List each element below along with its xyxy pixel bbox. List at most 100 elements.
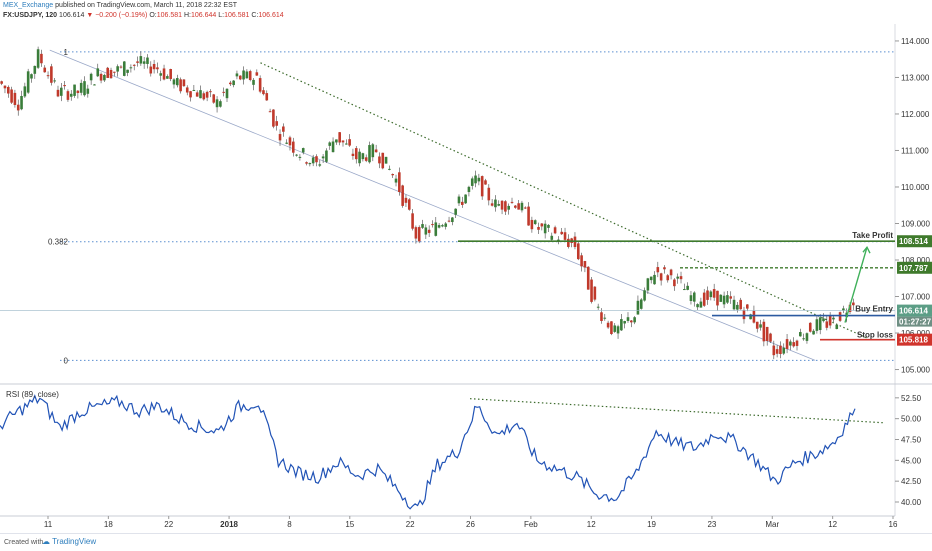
candle-body (537, 226, 540, 230)
candle-body (6, 86, 10, 94)
candle-body (116, 66, 119, 72)
countdown-bg (897, 316, 932, 327)
candle-body (328, 142, 332, 146)
candle-body (460, 201, 464, 205)
candle-body (507, 205, 510, 210)
candle-body (543, 223, 547, 234)
candle-body (563, 232, 567, 240)
candle-body (510, 201, 514, 203)
rsi-axis[interactable]: 52.50 50.00 47.50 45.00 42.50 40.00 (895, 394, 922, 507)
candle-body (603, 317, 607, 319)
candle-body (272, 109, 275, 127)
candle-body (649, 276, 653, 281)
candle-body (795, 340, 799, 346)
price-axis[interactable]: 114.000 113.000 112.000 111.000 110.000 109.0… (895, 37, 930, 375)
candle-body (381, 152, 385, 169)
candle-body (474, 175, 477, 184)
candle-body (185, 87, 189, 93)
candle-body (527, 206, 530, 226)
candle-body (663, 267, 666, 270)
time-tick-label: 19 (647, 520, 656, 529)
candle-body (567, 238, 570, 247)
rsi-tick-label: 45.00 (901, 456, 922, 465)
time-tick-label: 12 (828, 520, 837, 529)
candle-body (666, 275, 670, 281)
candle-body (301, 148, 305, 153)
price-tick-label: 112.000 (901, 110, 930, 119)
time-tick-label: 26 (466, 520, 475, 529)
candle-body (209, 91, 212, 93)
candle-body (23, 86, 27, 97)
candle-body (520, 202, 524, 211)
candle-body (583, 261, 587, 268)
candle-body (653, 274, 656, 285)
publisher-link[interactable]: MEX_Exchange (3, 2, 54, 9)
candle-body (616, 326, 620, 334)
tradingview-logo[interactable]: ☁ TradingView (42, 537, 96, 546)
candle-body (596, 306, 600, 308)
resistance-price-tag: 107.787 (899, 264, 928, 273)
fibonacci-group: 1 0.382 0 (48, 48, 895, 365)
candle-body (848, 304, 852, 312)
candle-body (13, 92, 17, 105)
candle-body (630, 320, 633, 323)
candle-body (504, 201, 507, 212)
candle-body (842, 308, 845, 311)
candle-body (325, 150, 328, 162)
candle-body (785, 339, 789, 349)
candle-body (212, 94, 216, 103)
time-axis[interactable]: 11 18 22 2018 8 15 22 26 Feb 12 19 23 Mar 12 16 (44, 516, 898, 529)
candle-body (195, 92, 199, 97)
candle-body (633, 317, 636, 323)
candle-body (40, 53, 43, 64)
candle-body (424, 227, 428, 235)
candle-body (351, 153, 355, 156)
current-price-tag: 106.614 (899, 307, 928, 316)
candle-body (576, 243, 580, 260)
candle-body (722, 295, 726, 305)
open-value: 106.581 (156, 12, 183, 19)
candle-body (291, 141, 295, 153)
candle-body (805, 333, 809, 341)
fib-level-label: 0 (64, 356, 69, 365)
candle-body (142, 61, 146, 64)
candle-body (308, 163, 312, 165)
candle-body (341, 140, 345, 143)
candle-body (775, 349, 779, 354)
candle-body (815, 319, 819, 331)
time-tick-label: Feb (524, 520, 538, 529)
take-profit-price-tag-bg (897, 235, 932, 248)
rsi-title: RSI (89, close) (6, 390, 59, 399)
candle-body (282, 126, 285, 132)
candle-body (762, 321, 766, 342)
candle-body (109, 69, 113, 79)
candle-body (792, 342, 795, 347)
candle-body (553, 227, 557, 234)
candle-body (345, 143, 348, 145)
countdown-label: 01:27:27 (899, 318, 932, 327)
price-tick-label: 110.000 (901, 183, 930, 192)
time-tick-label: 23 (707, 520, 716, 529)
usdjpy-chart[interactable]: 1 0.382 0 Take Profit Buy Entry Stop loss 11… (0, 0, 932, 533)
candle-body (679, 276, 683, 280)
candle-body (394, 178, 398, 183)
candle-body (232, 80, 235, 86)
candle-body (358, 151, 361, 164)
candle-body (162, 68, 166, 80)
candle-body (610, 321, 613, 335)
candle-body (311, 157, 315, 164)
candle-body (139, 56, 143, 64)
candle-body (808, 322, 812, 332)
candle-body (222, 91, 225, 93)
brand-label: TradingView (52, 537, 97, 546)
candle-body (30, 74, 33, 79)
candle-body (189, 91, 192, 98)
candle-body (600, 312, 603, 321)
candle-body (338, 132, 341, 143)
candle-body (166, 76, 169, 79)
candle-body (79, 82, 83, 93)
open-label: O: (149, 12, 157, 19)
candle-body (530, 219, 534, 230)
candle-body (593, 286, 597, 300)
low-value: 106.581 (224, 12, 250, 19)
